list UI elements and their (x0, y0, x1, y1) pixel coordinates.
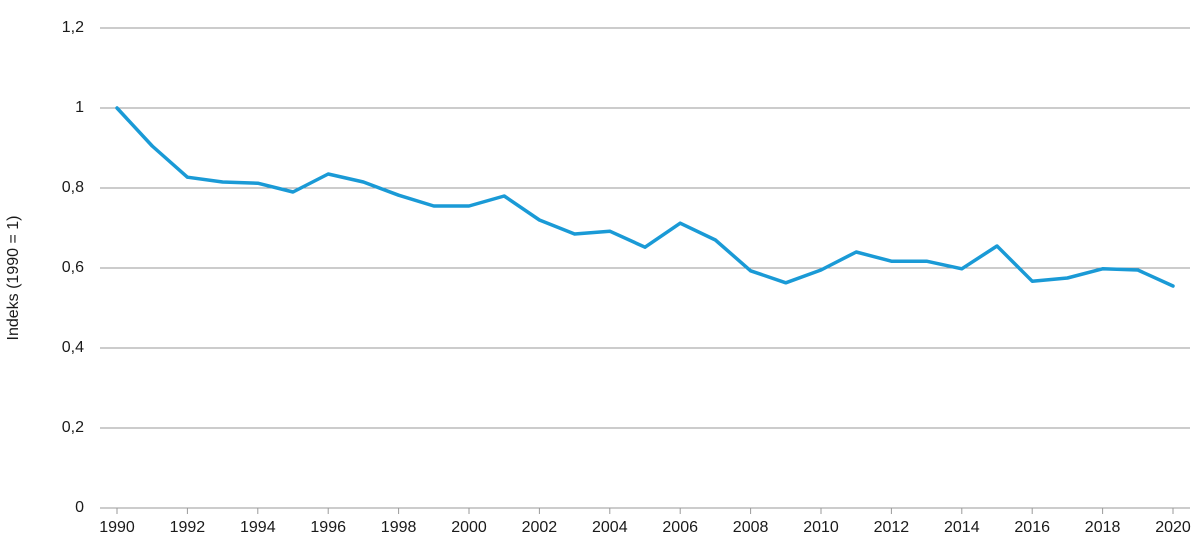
data-point (1171, 284, 1175, 288)
data-point (1101, 267, 1105, 271)
data-point (889, 259, 893, 263)
x-tick-label: 2008 (733, 519, 769, 536)
x-tick-label: 2002 (522, 519, 558, 536)
data-point (537, 218, 541, 222)
x-tick-label: 2014 (944, 519, 980, 536)
data-point (608, 229, 612, 233)
data-point (995, 244, 999, 248)
data-point (573, 232, 577, 236)
data-point (467, 204, 471, 208)
data-point (854, 250, 858, 254)
data-point (925, 259, 929, 263)
data-point (819, 268, 823, 272)
data-point (185, 175, 189, 179)
data-point (643, 245, 647, 249)
y-tick-label: 1,2 (62, 19, 84, 36)
data-point (150, 144, 154, 148)
y-axis-ticks: 0 0,2 0,4 0,6 0,8 1 1,2 (62, 19, 84, 516)
x-tick-label: 2006 (662, 519, 698, 536)
data-point (221, 180, 225, 184)
data-point (115, 106, 119, 110)
y-tick-label: 0,4 (62, 339, 84, 356)
data-point (749, 269, 753, 273)
data-point (1136, 268, 1140, 272)
y-tick-label: 0,2 (62, 419, 84, 436)
x-tick-label: 1996 (310, 519, 346, 536)
data-point (1065, 276, 1069, 280)
data-point (678, 221, 682, 225)
x-tick-label: 1998 (381, 519, 417, 536)
x-tick-label: 2016 (1014, 519, 1050, 536)
data-point (502, 194, 506, 198)
x-tick-label: 2012 (874, 519, 910, 536)
x-tick-label: 2018 (1085, 519, 1121, 536)
y-tick-label: 0 (75, 499, 84, 516)
x-axis-ticks: 1990 1992 1994 1996 1998 2000 2002 2004 2006 2008… (99, 508, 1191, 536)
y-axis-label: Indeks (1990 = 1) (5, 216, 22, 341)
x-tick-label: 2010 (803, 519, 839, 536)
x-tick-label: 2004 (592, 519, 628, 536)
data-point (960, 267, 964, 271)
data-point (432, 204, 436, 208)
x-tick-label: 1992 (170, 519, 206, 536)
y-tick-label: 1 (75, 99, 84, 116)
y-tick-label: 0,6 (62, 259, 84, 276)
y-tick-label: 0,8 (62, 179, 84, 196)
x-tick-label: 1990 (99, 519, 135, 536)
data-point (361, 180, 365, 184)
data-point (256, 181, 260, 185)
series-layer (115, 106, 1175, 288)
x-tick-label: 2020 (1155, 519, 1191, 536)
data-point (713, 238, 717, 242)
x-tick-label: 1994 (240, 519, 276, 536)
data-point (291, 190, 295, 194)
data-point (784, 281, 788, 285)
series-line (115, 106, 1175, 288)
data-point (326, 172, 330, 176)
data-point (1030, 279, 1034, 283)
x-tick-label: 2000 (451, 519, 487, 536)
data-point (397, 193, 401, 197)
gridlines (100, 27, 1190, 509)
